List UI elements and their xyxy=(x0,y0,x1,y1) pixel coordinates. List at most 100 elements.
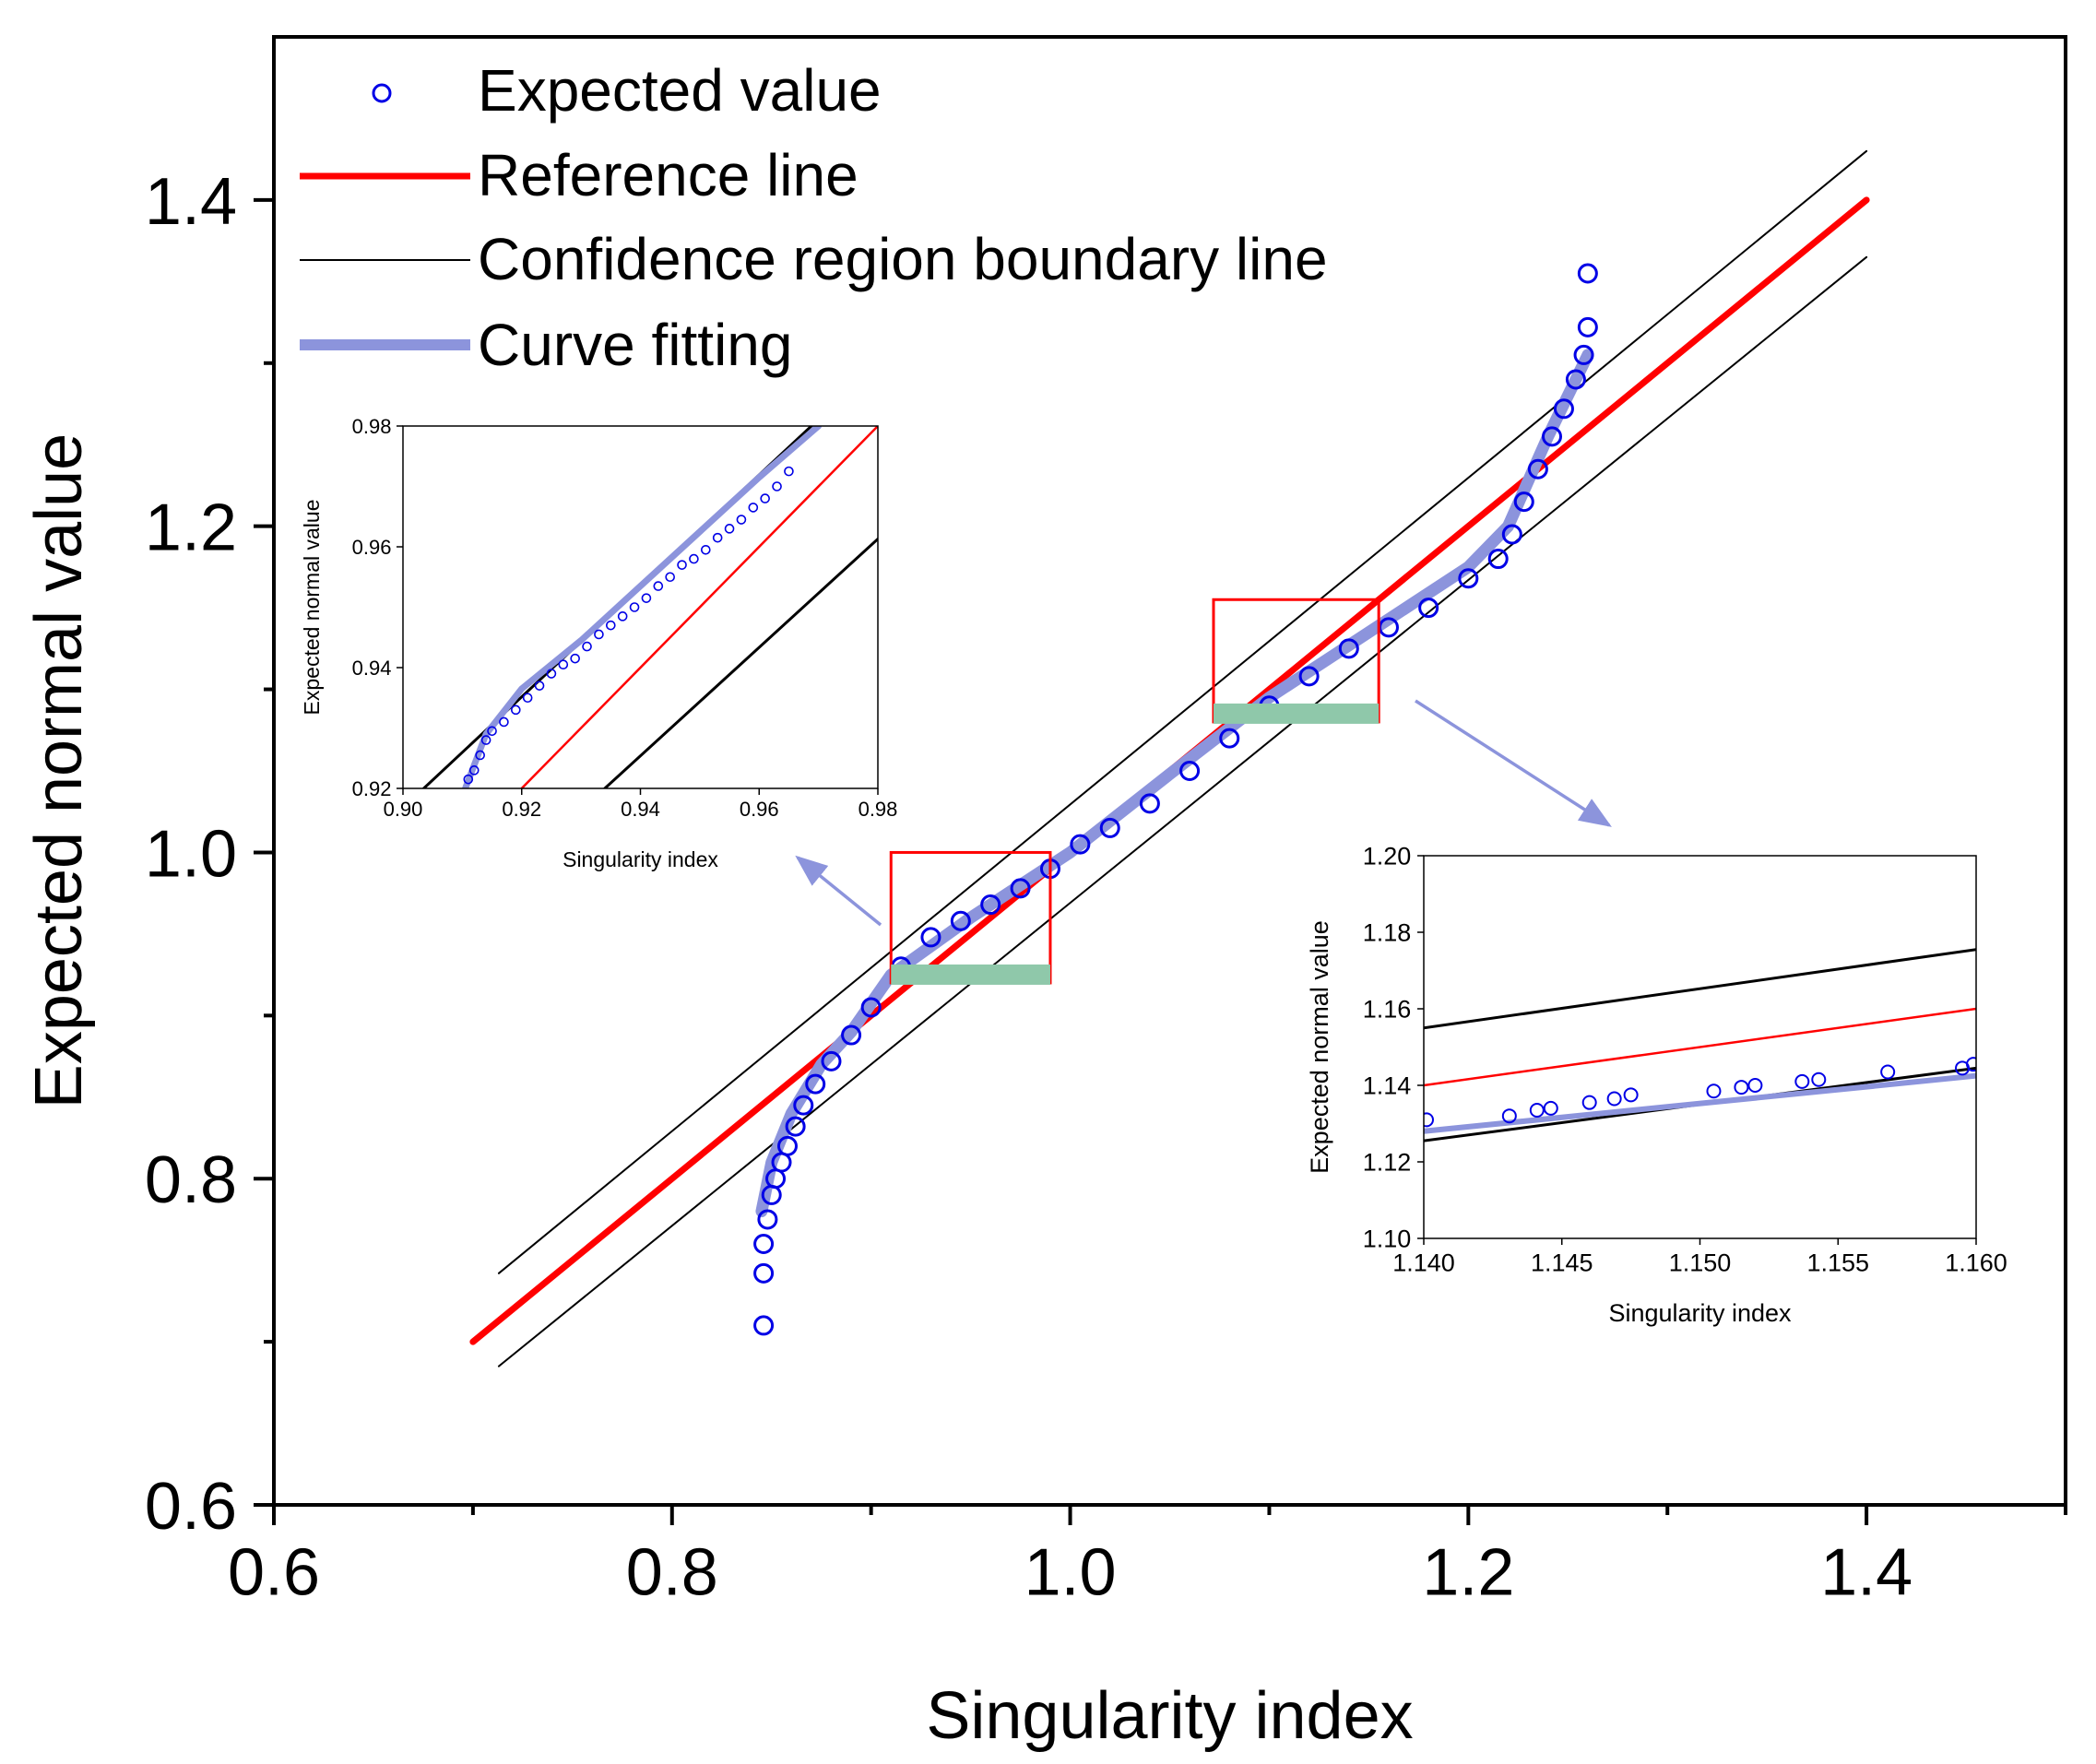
inset-left-series-expected-value-point xyxy=(558,659,569,670)
legend: Expected value Reference line Confidence… xyxy=(300,57,1328,378)
inset-left-series-expected-value-point xyxy=(653,581,664,591)
inset-left-series-expected-value-point xyxy=(665,572,675,583)
inset-right-series-expected-value-point xyxy=(1734,1080,1749,1095)
inset-left-series-expected-value-point xyxy=(736,515,747,525)
inset-right-series-expected-value-point xyxy=(1880,1064,1896,1080)
inset-left-y-tick-label: 0.92 xyxy=(352,777,392,800)
inset-left-y-tick-label: 0.94 xyxy=(352,657,392,680)
arrow-to-left-inset xyxy=(795,855,882,927)
main-series-expected-value-point xyxy=(1458,568,1479,589)
inset-left-series-reference-line xyxy=(520,426,878,788)
inset-left-series-expected-value-point xyxy=(641,593,652,603)
inset-left-x-axis-label: Singularity index xyxy=(562,847,718,871)
inset-left-series-expected-value-point xyxy=(499,716,509,728)
inset-left-series-expected-value xyxy=(463,466,794,785)
main-x-axis-label: Singularity index xyxy=(926,1679,1413,1753)
main-series-expected-value-point xyxy=(1179,761,1201,781)
main-series-expected-value-point xyxy=(1542,426,1563,447)
inset-right-series-expected-value-point xyxy=(1424,1112,1434,1128)
inset-left-series-expected-value-point xyxy=(468,765,480,775)
inset-right-series-expected-value-point xyxy=(1747,1078,1763,1093)
main-series-expected-value-point xyxy=(776,1135,798,1156)
main-series-expected-value-point xyxy=(1553,398,1574,420)
inset-left-series-group xyxy=(422,426,878,788)
legend-label-reference: Reference line xyxy=(478,142,859,208)
inset-right-series-expected-value-point xyxy=(1623,1087,1639,1103)
inset-left-series-expected-value-point xyxy=(511,704,521,716)
inset-right-plot: 1.140 1.145 1.150 1.155 1.160 1.10 1.12 1.14 1.1… xyxy=(1306,843,2007,1327)
main-series-expected-value-point xyxy=(1139,793,1160,814)
inset-left-series-expected-value-point xyxy=(724,524,735,534)
inset-left-background xyxy=(403,426,878,788)
inset-right-x-tick-label: 1.150 xyxy=(1669,1249,1732,1276)
inset-right-y-tick-label: 1.14 xyxy=(1363,1072,1412,1100)
inset-left-series-expected-value-point xyxy=(570,653,580,664)
inset-left-x-tick-label: 0.96 xyxy=(740,798,779,821)
main-series-expected-value-point xyxy=(1501,524,1522,545)
main-series-expected-value-point xyxy=(841,1024,862,1046)
inset-left-series-expected-value-point xyxy=(784,466,794,477)
inset-left-series-expected-value-point xyxy=(546,669,557,679)
main-series-expected-value-point xyxy=(1573,344,1594,365)
inset-left-series-expected-value-point xyxy=(689,553,699,564)
main-series-expected-value-point xyxy=(805,1073,826,1095)
main-series-expected-value-point xyxy=(980,894,1001,916)
zoom-annotations xyxy=(795,598,1612,985)
main-series-expected-value-point xyxy=(785,1116,806,1137)
main-series-expected-value-point xyxy=(920,927,941,948)
inset-left-series-expected-value-point xyxy=(594,629,604,640)
main-series-expected-value-point xyxy=(1487,549,1509,570)
inset-right-x-tick-label: 1.140 xyxy=(1392,1249,1455,1276)
main-series-expected-value-point xyxy=(1565,369,1586,390)
main-y-tick-label: 1.4 xyxy=(145,165,237,239)
inset-right-series-confidence-upper xyxy=(1424,948,1976,1030)
legend-label-confidence: Confidence region boundary line xyxy=(478,226,1328,292)
main-series-expected-value-point xyxy=(1298,666,1320,687)
inset-left-series-expected-value-point xyxy=(629,602,640,612)
main-series-expected-value-point xyxy=(1219,728,1240,749)
main-series-expected-value-point xyxy=(1577,263,1598,284)
inset-right-x-axis-label: Singularity index xyxy=(1608,1299,1792,1327)
main-x-tick-label: 0.8 xyxy=(626,1536,718,1610)
inset-right-y-tick-label: 1.16 xyxy=(1363,996,1412,1024)
main-series-expected-value-point xyxy=(1070,834,1091,855)
inset-right-y-axis-label: Expected normal value xyxy=(1306,920,1333,1174)
inset-left-series-expected-value-point xyxy=(582,641,592,652)
main-series-expected-value-point xyxy=(1577,316,1598,337)
inset-right-y-tick-label: 1.10 xyxy=(1363,1225,1412,1253)
main-series-confidence-region-boundary-line-upper xyxy=(497,149,1868,1274)
inset-left-series-expected-value-point xyxy=(760,493,770,503)
main-series-expected-value-point xyxy=(1527,458,1548,479)
inset-right-series-expected-value-point xyxy=(1811,1071,1827,1087)
inset-right-series-group xyxy=(1424,948,1976,1142)
inset-right-series-reference-line xyxy=(1424,1007,1976,1087)
inset-left-series-expected-value-point xyxy=(534,681,545,691)
inset-left-series-expected-value-point xyxy=(748,503,759,513)
inset-left-plot: 0.90 0.92 0.94 0.96 0.980.920.940.960.98Sing… xyxy=(300,415,897,871)
main-x-tick-label: 1.4 xyxy=(1820,1536,1912,1610)
inset-right-x-tick-label: 1.160 xyxy=(1945,1249,2007,1276)
inset-left-x-tick-label: 0.98 xyxy=(859,798,898,821)
inset-right-y-tick-label: 1.12 xyxy=(1363,1149,1412,1177)
inset-left-series-expected-value-point xyxy=(617,611,628,622)
inset-right-series-curve-fitting xyxy=(1424,1072,1976,1134)
inset-left-series-expected-value-point xyxy=(712,532,723,543)
main-series-expected-value xyxy=(753,263,1598,1336)
main-series-group xyxy=(469,149,1870,1367)
main-x-tick-label: 1.2 xyxy=(1422,1536,1514,1610)
inset-right-series-expected-value-point xyxy=(1529,1102,1545,1118)
main-series-expected-value-point xyxy=(821,1050,842,1071)
inset-right-x-tick-label: 1.145 xyxy=(1531,1249,1593,1276)
main-series-expected-value-point xyxy=(1513,491,1534,513)
inset-right-series-expected-value-point xyxy=(1706,1083,1722,1099)
inset-left-series-expected-value-point xyxy=(772,481,782,491)
zoom-right-band xyxy=(1213,703,1380,724)
inset-left-series-expected-value-point xyxy=(701,544,711,555)
main-y-axis-label: Expected normal value xyxy=(22,433,96,1108)
inset-left-x-tick-label: 0.94 xyxy=(621,798,660,821)
inset-left-series-expected-value-point xyxy=(463,774,474,785)
inset-left-series-expected-value-point xyxy=(522,693,533,704)
main-series-expected-value-point xyxy=(753,1233,775,1254)
main-frame xyxy=(272,35,2067,1507)
